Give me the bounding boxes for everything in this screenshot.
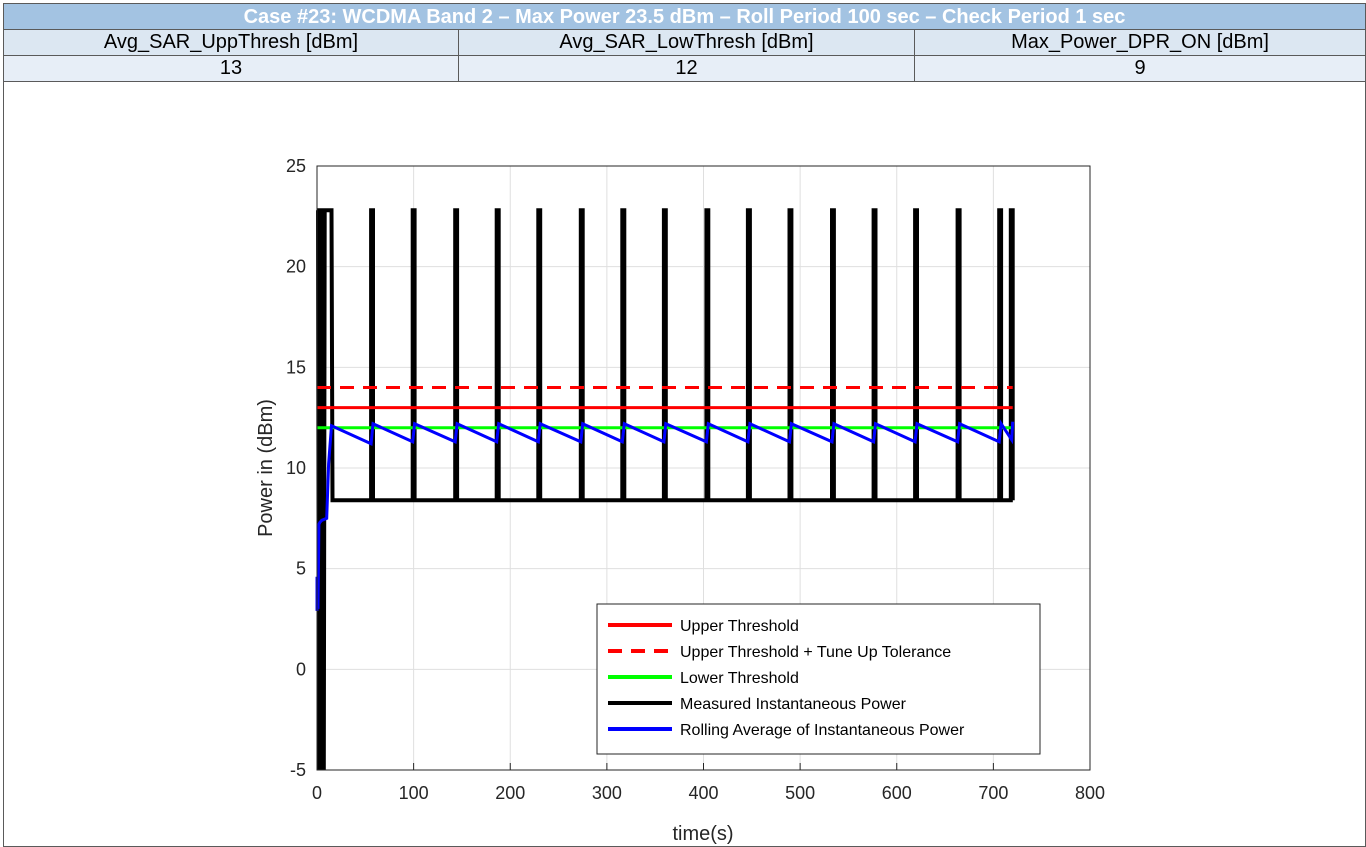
x-tick-label: 300: [592, 783, 622, 803]
y-tick-label: -5: [290, 760, 306, 780]
legend-label: Upper Threshold + Tune Up Tolerance: [680, 644, 951, 661]
x-tick-label: 400: [688, 783, 718, 803]
x-tick-labels: 0 100 200 300 400 500 600 700 800: [312, 783, 1105, 803]
x-tick-label: 600: [882, 783, 912, 803]
y-tick-label: 5: [296, 559, 306, 579]
x-tick-label: 700: [978, 783, 1008, 803]
legend-label: Measured Instantaneous Power: [680, 696, 907, 713]
legend: Upper Threshold Upper Threshold + Tune Up…: [597, 604, 1040, 754]
legend-label: Rolling Average of Instantaneous Power: [680, 722, 965, 739]
y-axis-label: Power in (dBm): [255, 399, 277, 537]
y-tick-label: 10: [286, 458, 306, 478]
y-tick-label: 0: [296, 659, 306, 679]
x-tick-label: 0: [312, 783, 322, 803]
legend-label: Lower Threshold: [680, 670, 799, 687]
legend-label: Upper Threshold: [680, 618, 799, 635]
x-tick-label: 500: [785, 783, 815, 803]
y-tick-labels: -5 0 5 10 15 20 25: [286, 156, 306, 780]
x-tick-label: 200: [495, 783, 525, 803]
x-tick-label: 800: [1075, 783, 1105, 803]
x-tick-label: 100: [399, 783, 429, 803]
y-tick-label: 15: [286, 357, 306, 377]
y-tick-label: 20: [286, 257, 306, 277]
x-axis-label: time(s): [672, 823, 733, 845]
y-tick-label: 25: [286, 156, 306, 176]
